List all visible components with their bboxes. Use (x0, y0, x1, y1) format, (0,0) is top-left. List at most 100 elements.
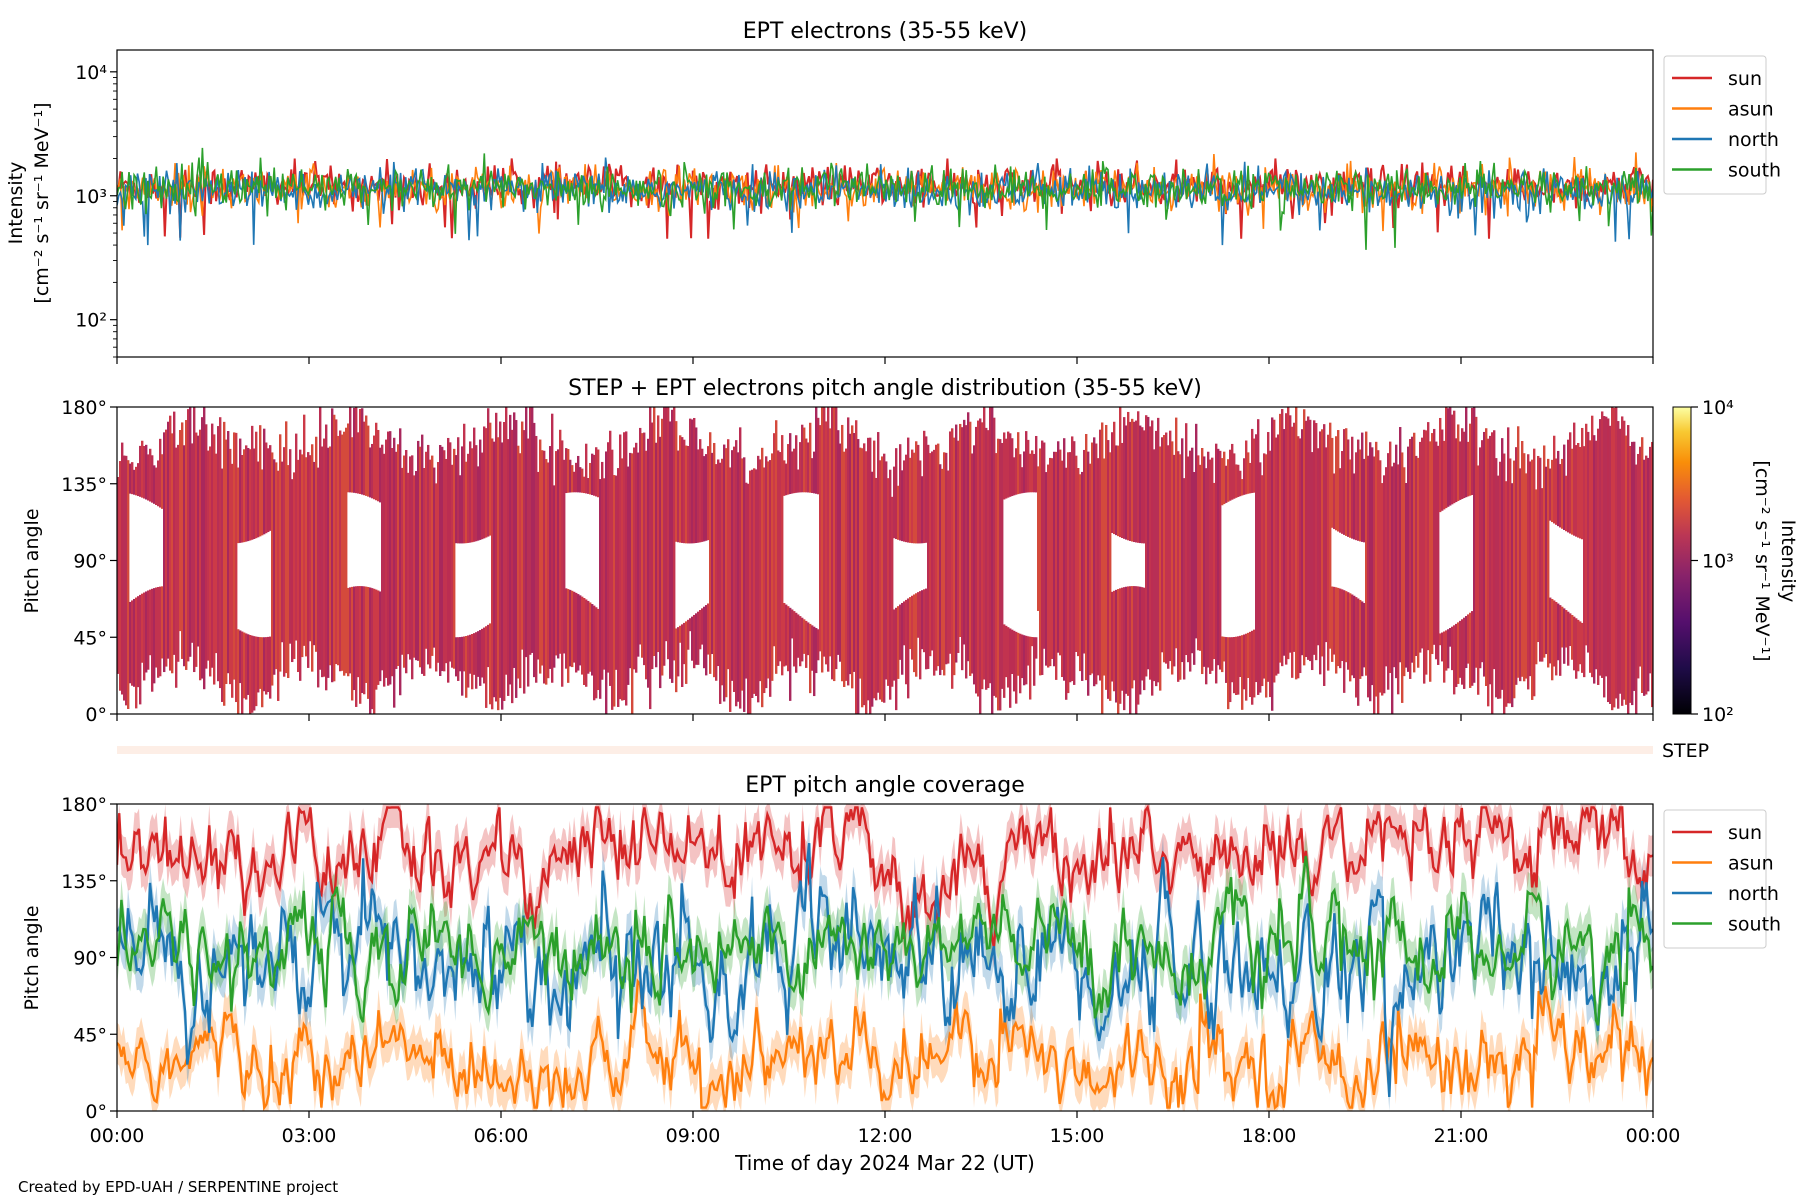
heatmap-cell (143, 446, 146, 499)
heatmap-cell (1011, 438, 1014, 497)
heatmap-cell (893, 466, 896, 539)
heatmap-cell (1129, 421, 1132, 541)
heatmap-cell (1123, 587, 1126, 711)
heatmap-cell (695, 613, 698, 665)
heatmap-cell (1209, 459, 1212, 674)
heatmap-cell (117, 477, 120, 674)
heatmap-cell (803, 619, 806, 654)
heatmap-cell (681, 624, 684, 687)
heatmap-cell (853, 433, 856, 672)
heatmap-cell (1499, 461, 1502, 699)
heatmap-cell (1571, 448, 1574, 535)
heatmap-cell (583, 598, 586, 685)
heatmap-cell (1063, 438, 1066, 681)
heatmap-cell (153, 588, 156, 684)
heatmap-cell (767, 461, 770, 679)
heatmap-cell (1139, 425, 1142, 544)
heatmap-cell (357, 432, 360, 494)
heatmap-cell (1455, 438, 1458, 503)
panel2-heatmap (117, 407, 1653, 714)
heatmap-cell (475, 632, 478, 689)
heatmap-cell (817, 417, 820, 495)
heatmap-cell (843, 451, 846, 687)
heatmap-cell (1337, 430, 1340, 532)
heatmap-cell (233, 432, 236, 680)
heatmap-cell (645, 450, 648, 680)
heatmap-cell (551, 413, 554, 683)
heatmap-cell (579, 595, 582, 666)
heatmap-cell (1369, 442, 1372, 702)
heatmap-cell (1463, 617, 1466, 689)
heatmap-cell (807, 622, 810, 656)
heatmap-cell (325, 424, 328, 691)
step-label: STEP (1662, 740, 1709, 762)
heatmap-cell (605, 451, 608, 714)
heatmap-cell (1475, 416, 1478, 668)
heatmap-cell (1051, 458, 1054, 659)
heatmap-cell (1389, 441, 1392, 674)
heatmap-cell (1019, 454, 1022, 494)
heatmap-cell (921, 590, 924, 650)
heatmap-cell (695, 427, 698, 543)
heatmap-cell (919, 591, 922, 680)
heatmap-cell (667, 407, 670, 660)
heatmap-cell (601, 461, 604, 680)
panel-electrons-intensity: EPT electrons (35-55 keV) 10² 10³ 10⁴ Inte… (5, 19, 1781, 364)
heatmap-cell (383, 453, 386, 687)
heatmap-cell (591, 604, 594, 676)
heatmap-cell (931, 451, 934, 651)
heatmap-cell (1235, 464, 1238, 498)
heatmap-cell (805, 438, 808, 493)
heatmap-cell (1563, 444, 1566, 531)
heatmap-cell (909, 597, 912, 650)
heatmap-cell (1085, 433, 1088, 681)
heatmap-cell (235, 432, 238, 703)
heatmap-cell (1403, 467, 1406, 677)
heatmap-cell (999, 439, 1002, 711)
heatmap-cell (1623, 420, 1626, 700)
heatmap-cell (191, 443, 194, 643)
heatmap-cell (1261, 475, 1264, 687)
heatmap-cell (573, 471, 576, 493)
heatmap-cell (745, 482, 748, 679)
heatmap-cell (661, 418, 664, 676)
heatmap-cell (1039, 448, 1042, 676)
heatmap-cell (397, 444, 400, 666)
heatmap-cell (275, 462, 278, 670)
heatmap-cell (845, 448, 848, 681)
heatmap-cell (365, 586, 368, 683)
heatmap-cell (1345, 591, 1348, 663)
heatmap-cell (757, 455, 760, 703)
heatmap-cell (1559, 605, 1562, 676)
heatmap-cell (1573, 616, 1576, 671)
heatmap-cell (231, 463, 234, 698)
heatmap-cell (619, 434, 622, 700)
heatmap-cell (919, 460, 922, 544)
heatmap-cell (1615, 407, 1618, 699)
heatmap-cell (451, 464, 454, 668)
heatmap-cell (589, 462, 592, 495)
heatmap-cell (299, 449, 302, 681)
heatmap-cell (1495, 458, 1498, 698)
heatmap-cell (245, 445, 248, 542)
heatmap-cell (1253, 629, 1256, 698)
heatmap-cell (1009, 628, 1012, 708)
heatmap-cell (925, 588, 928, 670)
heatmap-cell (1405, 483, 1408, 668)
heatmap-cell (455, 637, 458, 677)
heatmap-cell (1581, 427, 1584, 540)
heatmap-cell (395, 451, 398, 669)
heatmap-cell (995, 453, 998, 698)
heatmap-cell (1147, 416, 1150, 670)
heatmap-cell (1123, 417, 1126, 539)
heatmap-cell (315, 436, 318, 652)
heatmap-cell (907, 598, 910, 699)
heatmap-cell (221, 468, 224, 702)
heatmap-cell (1017, 432, 1020, 495)
heatmap-cell (469, 441, 472, 543)
heatmap-cell (531, 407, 534, 653)
heatmap-cell (197, 435, 200, 647)
heatmap-cell (1153, 449, 1156, 682)
heatmap-cell (1333, 473, 1336, 530)
heatmap-cell (329, 446, 332, 666)
